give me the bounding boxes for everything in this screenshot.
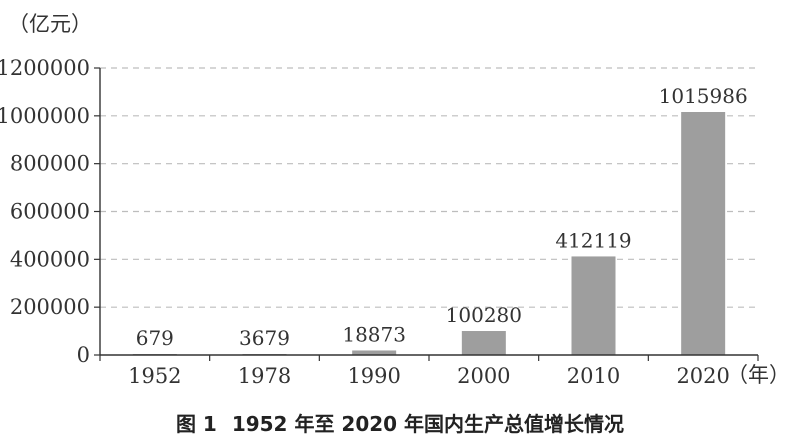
- tick-labels: 0 200000 400000 600000 800000 1000000 1200000 1…: [0, 56, 730, 388]
- y-tick-label: 200000: [10, 295, 90, 319]
- data-label: 100280: [446, 303, 522, 327]
- data-label: 679: [136, 326, 174, 350]
- bars: [132, 112, 726, 356]
- x-tick-label: 2020: [676, 364, 729, 388]
- data-label: 3679: [239, 326, 290, 350]
- x-tick-label: 2010: [567, 364, 620, 388]
- y-tick-label: 600000: [10, 200, 90, 224]
- y-tick-label: 1200000: [0, 56, 90, 80]
- data-label: 18873: [342, 322, 406, 346]
- x-tick-label: 1978: [238, 364, 291, 388]
- data-label: 412119: [555, 228, 631, 252]
- y-tick-label: 1000000: [0, 104, 90, 128]
- axes: [99, 68, 759, 361]
- y-axis-unit: （亿元）: [8, 12, 92, 36]
- grid-lines: [94, 67, 758, 356]
- y-tick-label: 0: [77, 343, 90, 367]
- figure-caption: 图 1 1952 年至 2020 年国内生产总值增长情况: [0, 408, 800, 437]
- chart-canvas: 0 200000 400000 600000 800000 1000000 1200000 1…: [0, 12, 790, 388]
- bar: [352, 350, 397, 355]
- bar: [681, 112, 726, 356]
- x-axis-unit: （年）: [727, 363, 790, 387]
- data-labels: 679 3679 18873 100280 412119 1015986: [136, 84, 748, 350]
- data-label: 1015986: [659, 84, 748, 108]
- x-tick-label: 1952: [128, 364, 181, 388]
- figure-number: 图 1: [175, 412, 217, 436]
- bar: [461, 331, 506, 355]
- bar: [571, 256, 616, 355]
- y-tick-label: 400000: [10, 247, 90, 271]
- x-tick-label: 2000: [457, 364, 510, 388]
- figure-title: 1952 年至 2020 年国内生产总值增长情况: [231, 412, 625, 436]
- x-tick-label: 1990: [347, 364, 400, 388]
- y-tick-label: 800000: [10, 152, 90, 176]
